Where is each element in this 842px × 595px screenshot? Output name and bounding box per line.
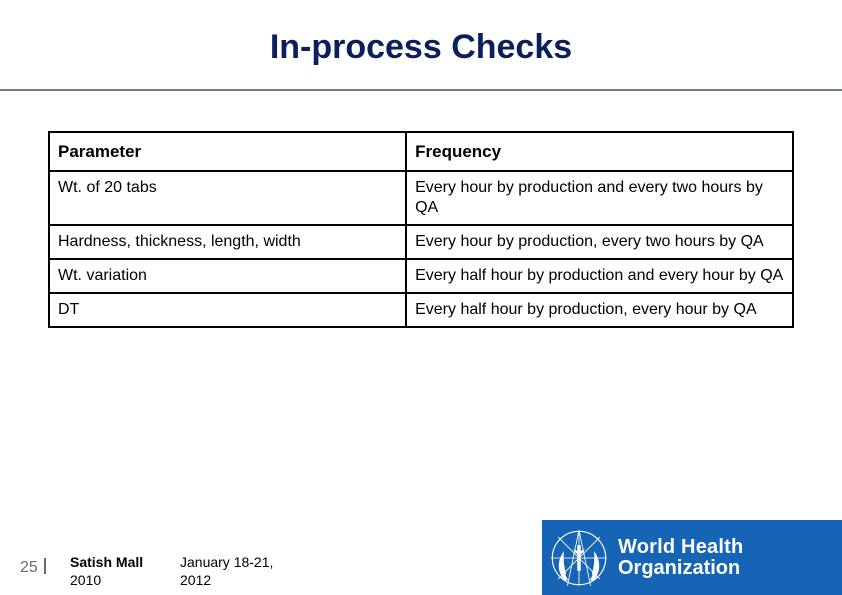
cell-frequency: Every hour by production, every two hour…: [406, 225, 793, 259]
who-line1: World Health: [618, 537, 743, 558]
who-logo-icon: [550, 529, 608, 587]
slide: In-process Checks Parameter Frequency Wt…: [0, 0, 842, 595]
page-number: 25: [20, 558, 46, 577]
page-number-value: 25: [20, 559, 38, 576]
who-text: World Health Organization: [618, 537, 743, 579]
table-row: DT Every half hour by production, every …: [49, 293, 793, 327]
footer-date-line2: 2012: [180, 572, 273, 590]
page-number-divider: [44, 558, 46, 574]
col-parameter: Parameter: [49, 132, 406, 171]
footer-date-line1: January 18-21,: [180, 554, 273, 572]
page-title: In-process Checks: [0, 0, 842, 85]
footer: 25 Satish Mall 2010 January 18-21, 2012: [0, 535, 842, 595]
table-row: Hardness, thickness, length, width Every…: [49, 225, 793, 259]
footer-author: Satish Mall: [70, 554, 143, 572]
table-header-row: Parameter Frequency: [49, 132, 793, 171]
checks-table-wrap: Parameter Frequency Wt. of 20 tabs Every…: [0, 91, 842, 328]
cell-frequency: Every half hour by production, every hou…: [406, 293, 793, 327]
table-row: Wt. of 20 tabs Every hour by production …: [49, 171, 793, 225]
table-row: Wt. variation Every half hour by product…: [49, 259, 793, 293]
footer-author-block: Satish Mall 2010: [70, 554, 143, 589]
cell-frequency: Every half hour by production and every …: [406, 259, 793, 293]
who-line2: Organization: [618, 558, 743, 579]
cell-parameter: Hardness, thickness, length, width: [49, 225, 406, 259]
checks-table: Parameter Frequency Wt. of 20 tabs Every…: [48, 131, 794, 328]
cell-frequency: Every hour by production and every two h…: [406, 171, 793, 225]
footer-date-block: January 18-21, 2012: [180, 554, 273, 589]
cell-parameter: DT: [49, 293, 406, 327]
footer-year: 2010: [70, 572, 143, 590]
cell-parameter: Wt. variation: [49, 259, 406, 293]
col-frequency: Frequency: [406, 132, 793, 171]
who-brand-block: World Health Organization: [542, 520, 842, 595]
cell-parameter: Wt. of 20 tabs: [49, 171, 406, 225]
